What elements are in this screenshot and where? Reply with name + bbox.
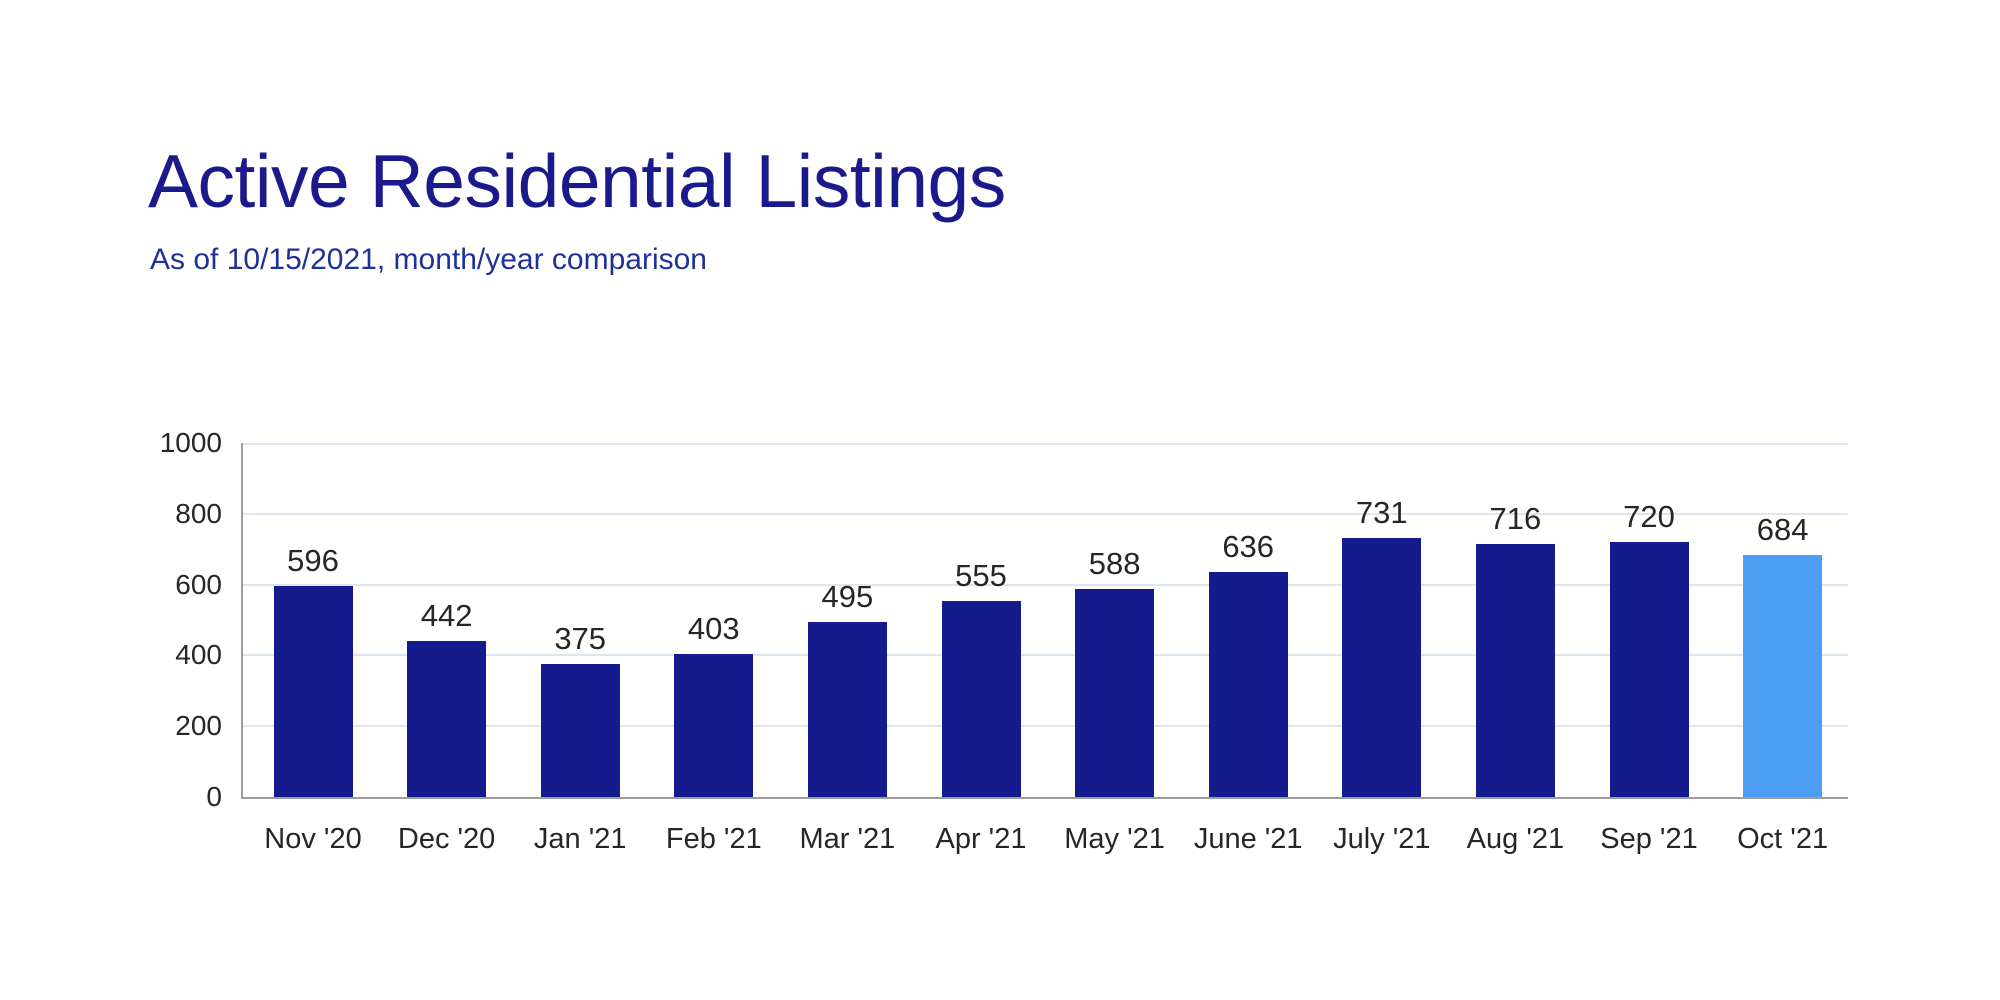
y-axis-tick-label: 200 — [175, 710, 222, 742]
x-axis-label-jan-21: Jan '21 — [533, 823, 627, 855]
bar-june-21 — [1208, 572, 1288, 797]
value-label-june-21: 636 — [1222, 529, 1275, 564]
y-axis-tick-label: 600 — [175, 568, 222, 600]
value-label-oct-21: 684 — [1756, 512, 1809, 547]
x-axis-label-aug-21: Aug '21 — [1466, 823, 1565, 855]
plot-area: 596 Nov '20 442 Dec '20 375 Jan '21 403 Feb '21… — [241, 443, 1848, 855]
x-axis-label-nov-20: Nov '20 — [264, 823, 362, 855]
value-label-feb-21: 403 — [687, 611, 740, 646]
value-label-apr-21: 555 — [955, 558, 1007, 593]
x-axis-label-apr-21: Apr '21 — [935, 823, 1027, 855]
x-axis-label-oct-21: Oct '21 — [1737, 823, 1829, 855]
y-axis-tick-label: 800 — [175, 497, 222, 529]
value-label-sep-21: 720 — [1623, 499, 1675, 534]
value-label-july-21: 731 — [1355, 495, 1408, 530]
bar-jan-21 — [540, 664, 620, 797]
bar-apr-21 — [941, 601, 1021, 797]
bar-aug-21 — [1475, 544, 1555, 797]
x-axis-line — [241, 797, 1848, 799]
y-axis-tick-label: 0 — [206, 781, 222, 812]
chart-subtitle: As of 10/15/2021, month/year comparison — [150, 243, 707, 276]
gridline-600 — [243, 583, 1848, 586]
value-label-nov-20: 596 — [287, 543, 339, 578]
x-axis-label-sep-21: Sep '21 — [1600, 823, 1698, 855]
bar-oct-21 — [1743, 555, 1823, 797]
gridline-800 — [243, 512, 1848, 515]
gridline-200 — [243, 725, 1848, 728]
x-axis-label-mar-21: Mar '21 — [799, 823, 896, 855]
chart-title: Active Residential Listings — [148, 139, 1006, 223]
value-label-may-21: 588 — [1088, 546, 1141, 581]
value-label-dec-20: 442 — [420, 598, 473, 633]
y-axis-tick-label: 400 — [175, 639, 222, 671]
y-axis-tick-label: 1000 — [159, 427, 222, 458]
x-axis-label-may-21: May '21 — [1064, 823, 1165, 855]
x-axis-label-july-21: July '21 — [1333, 823, 1431, 855]
value-label-aug-21: 716 — [1489, 501, 1542, 536]
y-axis-line — [241, 443, 243, 799]
y-axis: 0 200 400 600 800 1000 — [102, 429, 222, 811]
value-label-jan-21: 375 — [554, 621, 607, 656]
bar-feb-21 — [674, 654, 754, 797]
bar-dec-20 — [407, 641, 487, 797]
bar-may-21 — [1075, 589, 1155, 797]
x-axis-label-june-21: June '21 — [1193, 823, 1303, 855]
bar-sep-21 — [1609, 542, 1689, 797]
bar-july-21 — [1342, 538, 1422, 797]
bar-nov-20 — [273, 586, 353, 797]
gridline-400 — [243, 654, 1848, 657]
bar-chart: 0 200 400 600 800 1000 596 Nov '20 442 Dec '20 37… — [160, 429, 1848, 855]
value-label-mar-21: 495 — [821, 579, 874, 614]
x-axis-label-feb-21: Feb '21 — [665, 823, 762, 855]
x-axis-label-dec-20: Dec '20 — [397, 823, 496, 855]
bar-mar-21 — [807, 622, 887, 797]
gridline-1000 — [243, 443, 1848, 445]
